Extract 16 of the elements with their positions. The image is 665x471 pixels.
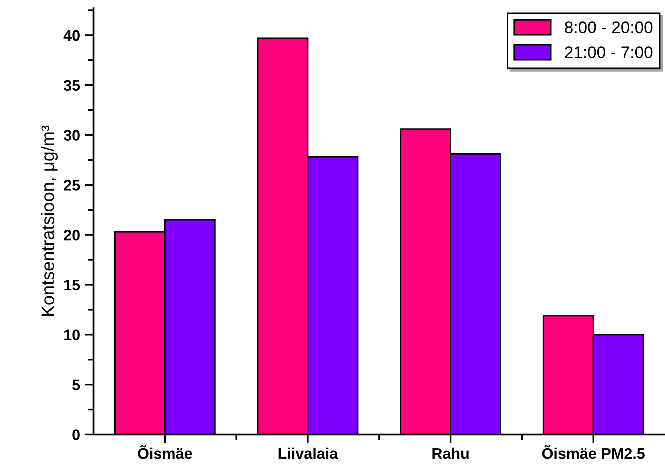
x-tick-label: Õismäe — [138, 445, 192, 460]
y-tick-label: 15 — [64, 280, 80, 291]
x-tick-label: Õismäe PM2.5 — [542, 445, 645, 460]
y-tick-label: 25 — [64, 180, 80, 191]
y-tick-label: 20 — [64, 230, 80, 241]
x-tick-label: Rahu — [432, 448, 469, 460]
y-tick-label: 35 — [64, 80, 80, 92]
x-tick-label: Liivalaia — [278, 448, 338, 460]
y-tick-label: 10 — [64, 330, 80, 341]
y-tick-label: 40 — [64, 30, 80, 42]
y-axis-title: Kontsentratsioon, μg/m³ — [41, 126, 58, 316]
y-tick-label: 5 — [72, 380, 80, 391]
y-tick-label: 0 — [72, 430, 80, 440]
y-tick-label: 30 — [64, 130, 80, 141]
legend-label: 21:00 - 7:00 — [565, 46, 653, 58]
legend-label: 8:00 - 20:00 — [565, 22, 653, 34]
